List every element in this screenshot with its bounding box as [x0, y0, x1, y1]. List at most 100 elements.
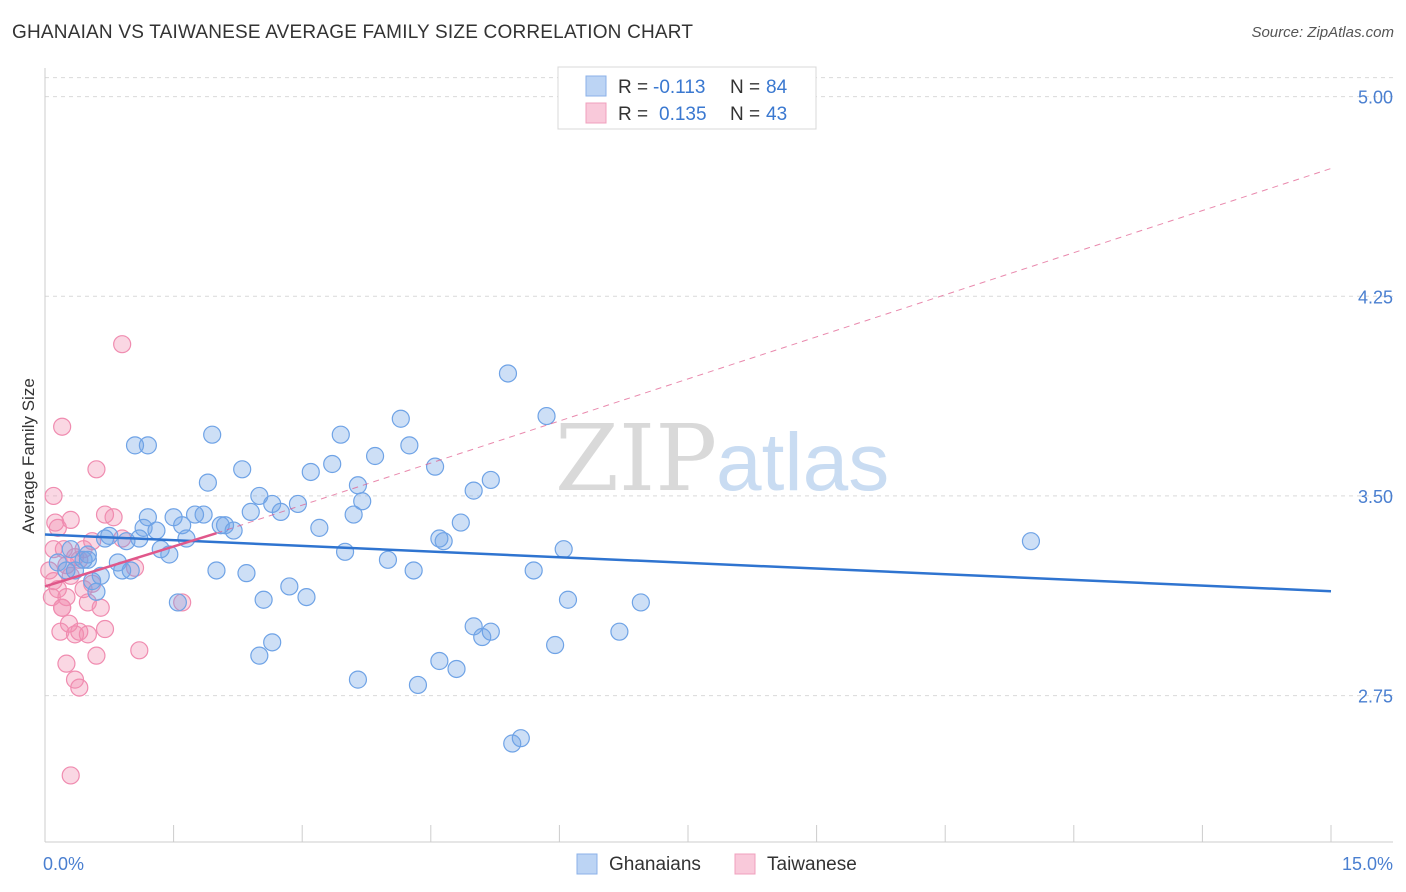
- taiwanese-point: [57, 654, 76, 673]
- stats-swatch-ghanaians: [585, 75, 607, 97]
- taiwanese-point: [87, 460, 106, 479]
- y-axis-label: Average Family Size: [19, 378, 38, 534]
- taiwanese-point: [130, 641, 149, 660]
- ghanaian-point: [554, 540, 573, 559]
- taiwanese-point: [95, 619, 115, 639]
- ghanaian-point: [335, 542, 355, 561]
- stats-n-label-1: N =: [730, 77, 760, 98]
- stats-n-label-2: N =: [730, 104, 760, 125]
- y-axis-label-group: Average Family Size: [19, 378, 38, 534]
- ghanaian-point: [353, 492, 372, 511]
- ghanaian-trend-line: [44, 533, 1332, 593]
- ghanaian-point: [61, 540, 80, 559]
- watermark-zip: ZIP: [555, 405, 717, 512]
- ghanaian-point: [481, 470, 500, 490]
- x-tick-label-min: 0.0%: [43, 854, 84, 874]
- ghanaian-point: [511, 729, 530, 748]
- ghanaian-point: [280, 577, 299, 596]
- ghanaian-point: [365, 446, 385, 466]
- taiwanese-point: [113, 335, 132, 354]
- trend-lines: [44, 168, 1332, 593]
- ghanaian-point: [481, 622, 500, 641]
- grid-layer: 2.75 3.50 4.25 5.00: [45, 77, 1393, 707]
- ghanaian-point: [78, 545, 97, 564]
- taiwanese-point: [61, 510, 80, 529]
- ghanaian-point: [473, 627, 492, 647]
- ghanaian-point: [203, 425, 222, 444]
- ghanaian-point: [168, 593, 187, 612]
- x-tick-label-max: 15.0%: [1342, 854, 1393, 874]
- x-tick-labels: 0.0% 15.0%: [43, 854, 1393, 874]
- stats-r-label-1: R =: [618, 77, 648, 98]
- ghanaian-point: [121, 561, 140, 580]
- ghanaian-point: [263, 633, 282, 652]
- ghanaian-point: [391, 409, 410, 428]
- ghanaian-point: [378, 550, 398, 569]
- series-legend: Ghanaians Taiwanese: [576, 853, 857, 875]
- legend-label-ghanaians: Ghanaians: [609, 854, 701, 875]
- ghanaian-point: [451, 513, 470, 532]
- y-tick-label: 2.75: [1358, 687, 1393, 707]
- source-label: Source: ZipAtlas.com: [1251, 24, 1394, 41]
- ghanaian-point: [434, 532, 453, 551]
- taiwanese-point: [173, 593, 192, 612]
- ghanaian-point: [288, 494, 308, 514]
- ghanaian-point: [138, 508, 157, 527]
- ghanaian-point: [254, 590, 273, 609]
- stats-r-label-2: R =: [618, 104, 648, 125]
- ghanaian-point: [233, 460, 252, 479]
- ghanaian-point: [344, 505, 363, 524]
- taiwanese-trend-line: [44, 532, 217, 588]
- watermark: ZIP atlas: [555, 405, 889, 512]
- ghanaian-point: [207, 561, 226, 580]
- ghanaian-point: [241, 502, 260, 522]
- ghanaian-points: [48, 364, 1041, 753]
- ghanaian-point: [498, 364, 518, 383]
- stats-n-value-2: 43: [766, 104, 787, 125]
- stats-n-value-1: 84: [766, 77, 788, 98]
- y-tick-label: 5.00: [1358, 88, 1393, 108]
- ghanaian-point: [78, 550, 97, 569]
- y-tick-label: 4.25: [1358, 287, 1393, 307]
- ghanaian-point: [503, 734, 522, 753]
- ghanaian-point: [224, 521, 243, 540]
- ghanaian-point: [537, 406, 556, 426]
- taiwanese-point: [70, 678, 89, 697]
- ghanaian-point: [610, 622, 629, 641]
- watermark-atlas: atlas: [716, 417, 889, 508]
- taiwanese-point: [51, 622, 70, 641]
- ghanaian-point: [297, 587, 316, 607]
- ghanaian-point: [404, 561, 423, 580]
- ghanaian-point: [310, 518, 329, 537]
- taiwanese-point: [70, 622, 89, 641]
- ghanaian-point: [558, 590, 578, 609]
- ghanaian-point: [147, 521, 166, 540]
- ghanaian-point: [87, 582, 106, 601]
- ghanaian-point: [464, 481, 483, 500]
- ghanaian-point: [138, 436, 157, 455]
- ghanaian-point: [447, 659, 466, 679]
- taiwanese-point: [104, 508, 123, 527]
- ghanaian-point: [125, 436, 145, 455]
- stats-r-value-1: -0.113: [653, 77, 705, 98]
- ghanaian-point: [631, 593, 650, 612]
- ghanaian-point: [425, 457, 445, 476]
- ghanaian-point: [348, 670, 368, 689]
- ghanaian-point: [198, 473, 217, 492]
- axes-layer: [44, 68, 1393, 843]
- taiwanese-point: [61, 766, 80, 785]
- ghanaian-point: [1021, 532, 1041, 551]
- ghanaian-point: [546, 635, 565, 655]
- ghanaian-point: [117, 532, 136, 551]
- stats-swatch-taiwanese: [585, 102, 607, 124]
- legend-swatch-taiwanese: [734, 853, 756, 875]
- taiwanese-trend-extension: [216, 168, 1332, 534]
- legend-label-taiwanese: Taiwanese: [767, 854, 857, 875]
- ghanaian-point: [194, 505, 213, 524]
- taiwanese-point: [57, 587, 76, 607]
- taiwanese-point: [44, 486, 63, 506]
- ghanaian-point: [323, 454, 342, 474]
- ghanaian-point: [237, 564, 256, 583]
- ghanaian-point: [250, 646, 269, 665]
